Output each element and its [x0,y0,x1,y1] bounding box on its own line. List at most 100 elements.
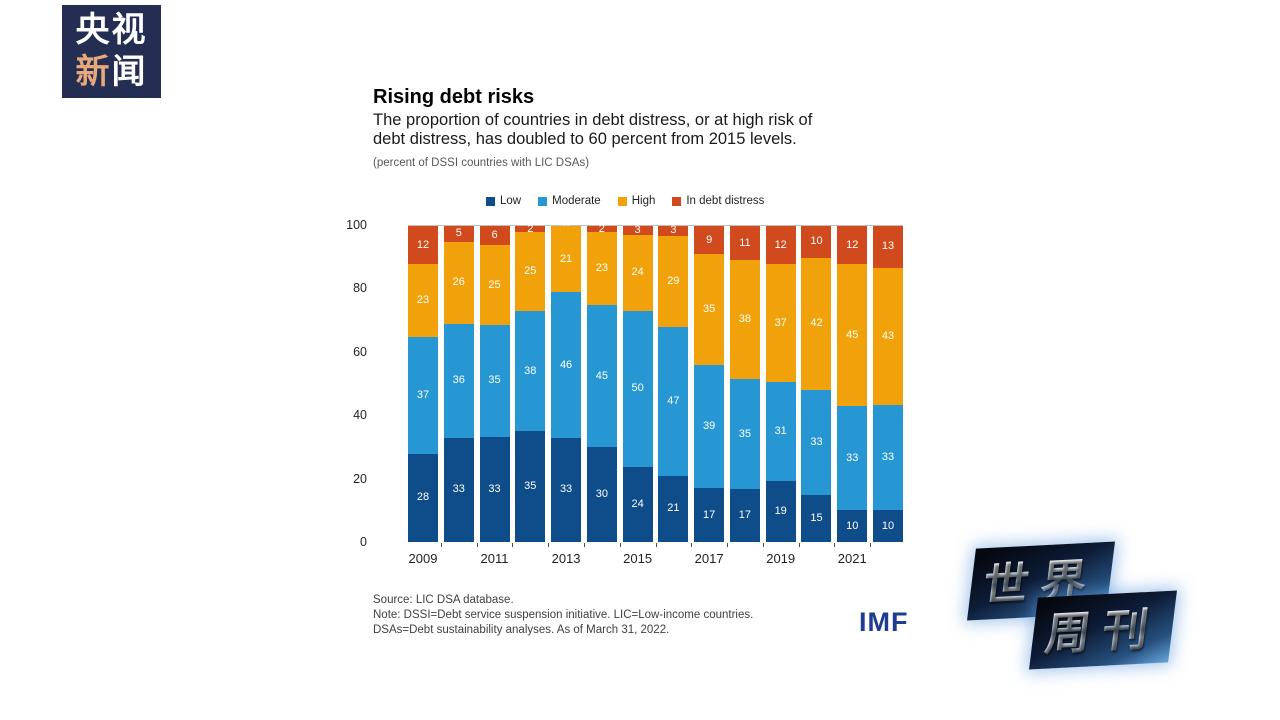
segment-value-label: 17 [738,508,752,521]
segment-low-2021: 10 [837,510,868,542]
legend-item-moderate: Moderate [538,195,601,207]
segment-high-2013: 21 [551,226,582,293]
segment-moderate-2020: 33 [801,390,832,495]
segment-value-label: 35 [703,303,716,316]
segment-moderate-2022: 33 [873,404,903,511]
segment-high-2022: 43 [873,267,903,405]
segment-moderate-2015: 50 [622,310,653,467]
bar-2018: 11 38 35 17 [729,226,760,542]
segment-value-label: 47 [667,394,680,407]
segment-moderate-2014: 45 [586,305,617,448]
x-axis-tick [512,543,514,547]
segment-value-label: 26 [452,276,465,289]
segment-in-debt-distress-2019: 12 [765,226,796,265]
segment-value-label: 25 [524,265,537,278]
segment-moderate-2010: 36 [443,323,474,438]
segment-value-label: 24 [631,266,644,279]
y-axis-label-80: 80 [353,281,367,296]
cctv-logo-text-wen: 闻 [111,52,148,91]
segment-low-2017: 17 [694,488,725,542]
y-axis-label-0: 0 [360,535,367,549]
segment-low-2010: 33 [443,437,474,542]
world-weekly-logo-line2: 周刊 [1029,590,1178,670]
segment-in-debt-distress-2021: 12 [837,226,868,264]
segment-value-label: 3 [634,224,641,237]
segment-value-label: 23 [416,293,430,306]
segment-value-label: 13 [881,240,895,253]
segment-value-label: 33 [810,435,823,448]
segment-high-2009: 23 [408,263,438,337]
segment-high-2012: 25 [515,232,546,312]
segment-value-label: 25 [488,278,501,291]
segment-value-label: 12 [846,238,859,251]
segment-moderate-2021: 33 [837,406,868,511]
bar-2020: 10 42 33 15 [801,226,832,542]
bar-2015: 3 24 50 24 [622,224,653,542]
bar-2009: 12 23 37 28 [408,226,438,542]
segment-low-2018: 17 [729,488,760,542]
legend-swatch-moderate [538,196,548,206]
segment-in-debt-distress-2010: 5 [443,226,474,242]
segment-value-label: 37 [774,316,787,329]
chart-title: Rising debt risks [373,86,535,108]
cctv-logo-text-yangshi: 央视 [75,11,148,50]
x-axis-tick [476,543,478,547]
segment-value-label: 21 [559,252,573,265]
segment-low-2011: 33 [479,436,510,542]
chart-source-note: Source: LIC DSA database. Note: DSSI=Deb… [373,593,753,639]
x-axis-label-2021: 2021 [837,551,867,566]
segment-low-2009: 28 [408,453,438,542]
segment-value-label: 46 [559,358,573,371]
segment-value-label: 35 [524,480,537,493]
segment-low-2013: 33 [551,437,582,542]
segment-value-label: 39 [703,420,716,433]
x-axis-tick [798,543,800,547]
chart-subtitle: The proportion of countries in debt dist… [373,111,910,150]
bar-2021: 12 45 33 10 [837,226,868,542]
segment-in-debt-distress-2017: 9 [694,226,725,255]
x-axis-label-2015: 2015 [623,551,653,566]
segment-low-2022: 10 [873,510,903,542]
segment-in-debt-distress-2022: 13 [873,226,903,268]
segment-in-debt-distress-2009: 12 [408,226,438,264]
segment-value-label: 21 [667,502,680,515]
segment-moderate-2009: 37 [408,336,438,454]
segment-moderate-2019: 31 [765,382,796,482]
segment-value-label: 12 [774,238,787,251]
x-axis-tick [548,543,550,547]
segment-value-label: 2 [598,222,605,235]
plot-area: 1223372852636336253533225383502146332234… [408,220,903,566]
chart-legend: Low Moderate High In debt distress [486,195,764,207]
x-axis-label-2013: 2013 [551,551,581,566]
segment-value-label: 31 [774,425,787,438]
source-line1: Source: LIC DSA database. [373,594,514,606]
segment-value-label: 42 [810,317,823,330]
segment-in-debt-distress-2018: 11 [729,226,760,261]
segment-in-debt-distress-2016: 3 [658,225,689,236]
segment-value-label: 38 [524,364,537,377]
world-weekly-text-zhoukan: 周刊 [1042,603,1164,660]
segment-value-label: 12 [416,238,430,251]
segment-value-label: 0 [563,220,569,232]
segment-value-label: 30 [595,488,608,501]
segment-value-label: 9 [706,233,713,246]
segment-value-label: 38 [738,313,752,326]
imf-logo: IMF [859,607,909,637]
cctv-logo-line2: 新闻 [76,52,148,93]
x-axis-tick [727,543,729,547]
segment-low-2016: 21 [658,475,689,542]
x-axis-label-2011: 2011 [480,551,509,566]
segment-value-label: 11 [739,236,751,249]
segment-value-label: 50 [631,382,644,395]
chart-subtitle-line2: debt distress, has doubled to 60 percent… [373,130,797,149]
segment-low-2019: 19 [765,481,796,542]
bar-2013: 0 21 46 33 [551,220,582,542]
segment-value-label: 2 [527,222,534,235]
bar-2019: 12 37 31 19 [765,226,796,542]
segment-value-label: 23 [595,262,608,275]
segment-high-2016: 29 [658,235,689,328]
segment-value-label: 19 [774,505,787,518]
x-axis-tick [583,543,585,547]
imf-chart: Rising debt risks The proportion of coun… [346,86,910,666]
